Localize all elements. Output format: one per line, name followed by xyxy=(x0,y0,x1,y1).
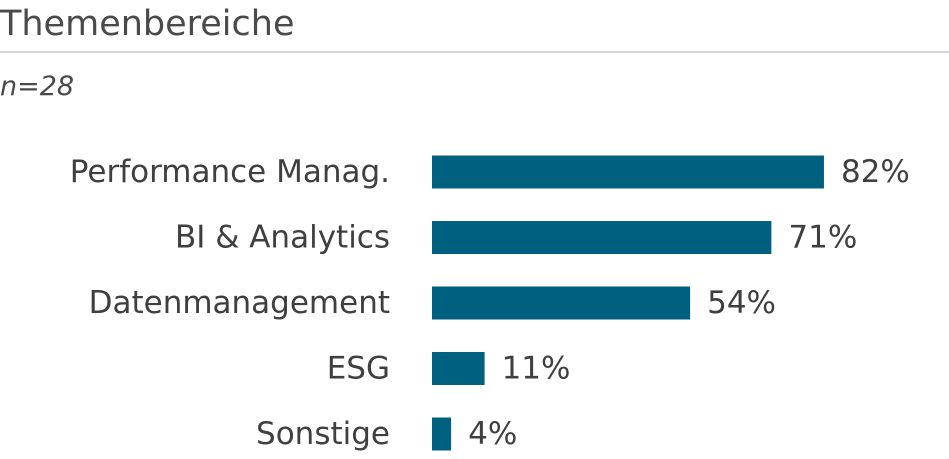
value-label: 4% xyxy=(468,416,517,452)
category-label: Datenmanagement xyxy=(89,285,390,321)
category-label: Performance Manag. xyxy=(70,154,390,190)
chart-title: Themenbereiche xyxy=(0,4,295,44)
bar xyxy=(432,417,452,451)
value-label: 11% xyxy=(502,351,571,387)
category-label: BI & Analytics xyxy=(175,220,390,256)
bar xyxy=(432,352,485,385)
value-label: 71% xyxy=(788,220,857,256)
sample-size-note: n=28 xyxy=(0,71,75,102)
bar xyxy=(432,286,691,320)
bar xyxy=(432,221,772,254)
title-divider xyxy=(0,51,949,53)
bar xyxy=(432,155,824,189)
value-label: 82% xyxy=(841,154,910,190)
category-label: ESG xyxy=(327,351,390,387)
category-label: Sonstige xyxy=(256,416,390,452)
value-label: 54% xyxy=(707,285,776,321)
